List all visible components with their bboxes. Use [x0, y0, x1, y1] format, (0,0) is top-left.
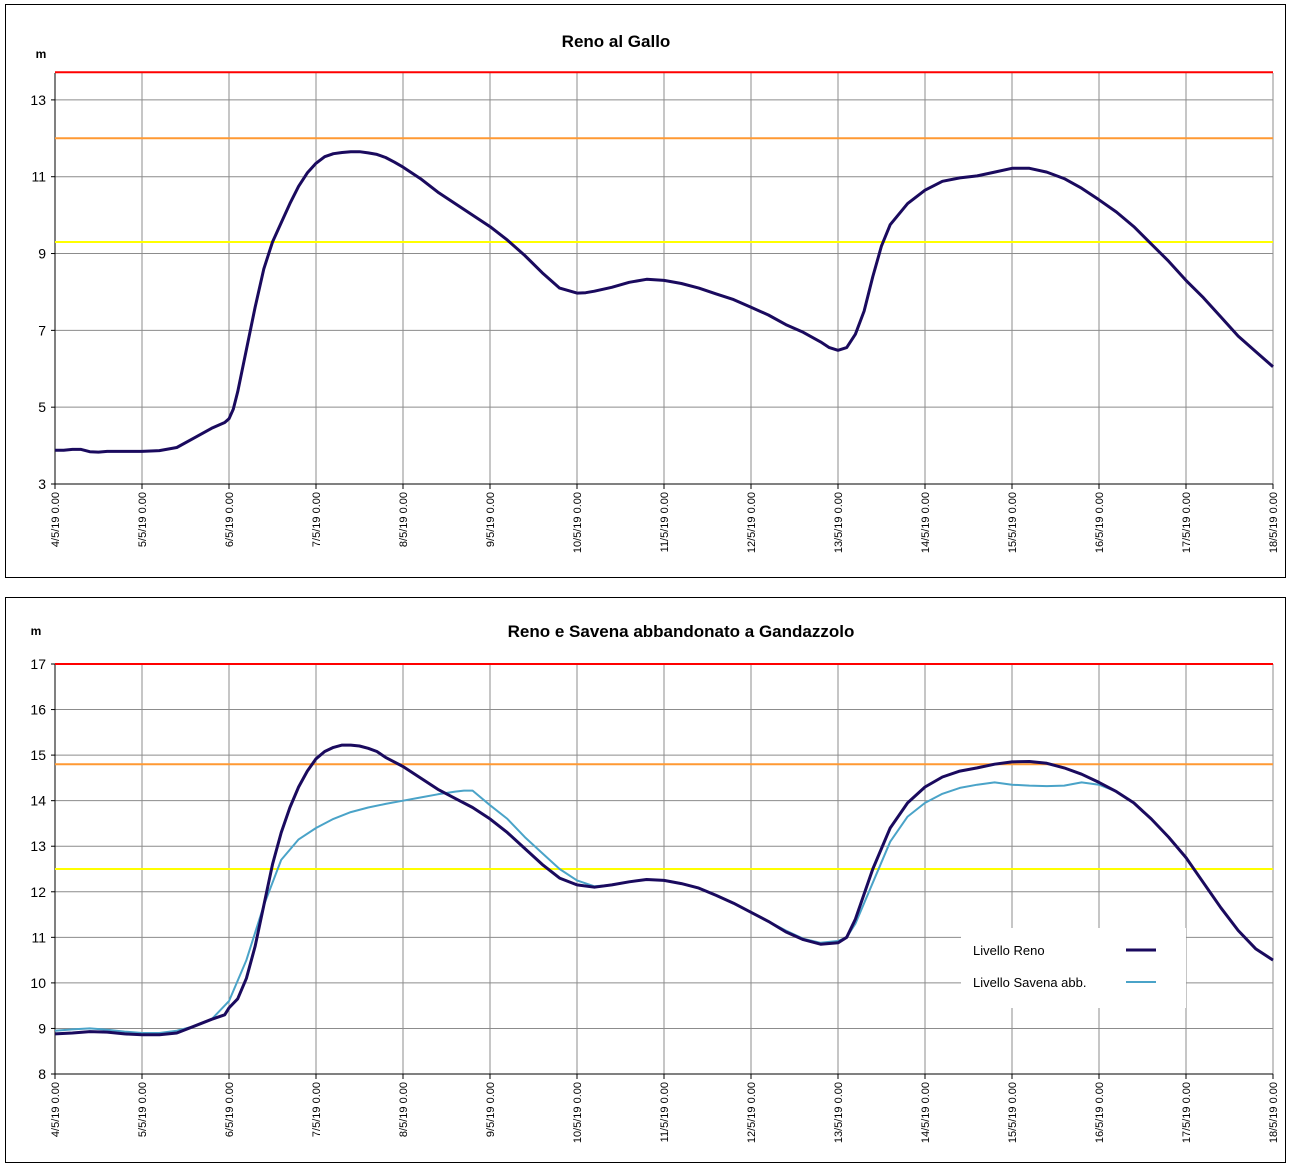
x-tick-label: 9/5/19 0.00: [485, 492, 497, 547]
x-tick-label: 8/5/19 0.00: [398, 492, 410, 547]
y-tick-label: 7: [38, 322, 46, 338]
x-tick-label: 16/5/19 0.00: [1094, 492, 1106, 553]
x-tick-label: 14/5/19 0.00: [920, 492, 932, 553]
chart-panel-gandazzolo: Reno e Savena abbandonato a Gandazzolo m…: [5, 597, 1286, 1163]
x-tick-label: 7/5/19 0.00: [311, 492, 323, 547]
x-tick-label: 12/5/19 0.00: [746, 1082, 758, 1143]
y-tick-label: 8: [38, 1066, 46, 1082]
x-tick-label: 14/5/19 0.00: [920, 1082, 932, 1143]
x-tick-label: 15/5/19 0.00: [1007, 1082, 1019, 1143]
y-tick-label: 13: [30, 838, 46, 854]
x-tick-label: 17/5/19 0.00: [1181, 1082, 1193, 1143]
y-tick-label: 14: [30, 793, 46, 809]
legend-box: [961, 928, 1186, 1008]
x-tick-label: 4/5/19 0.00: [50, 492, 62, 547]
chart-gandazzolo: Reno e Savena abbandonato a Gandazzolo m…: [30, 622, 1280, 1143]
x-tick-label: 10/5/19 0.00: [572, 492, 584, 553]
x-tick-label: 5/5/19 0.00: [137, 492, 149, 547]
chart-title: Reno e Savena abbandonato a Gandazzolo: [508, 622, 855, 641]
y-tick-label: 11: [31, 929, 46, 945]
x-tick-label: 5/5/19 0.00: [137, 1082, 149, 1137]
chart-panel-reno-al-gallo: Reno al Gallo m 3 5 7 9 11 13 4/5/19 0.00 5/5/1…: [5, 4, 1286, 578]
x-tick-label: 9/5/19 0.00: [485, 1082, 497, 1137]
x-tick-label: 15/5/19 0.00: [1007, 492, 1019, 553]
chart-reno-al-gallo: Reno al Gallo m 3 5 7 9 11 13 4/5/19 0.00 5/5/1…: [30, 32, 1280, 553]
x-tick-label: 4/5/19 0.00: [50, 1082, 62, 1137]
x-tick-label: 13/5/19 0.00: [833, 492, 845, 553]
y-tick-label: 13: [30, 92, 46, 108]
x-tick-label: 10/5/19 0.00: [572, 1082, 584, 1143]
x-tick-label: 6/5/19 0.00: [224, 492, 236, 547]
series-line: [55, 150, 1274, 454]
y-tick-label: 5: [38, 399, 46, 415]
y-tick-label: 10: [30, 975, 46, 991]
x-tick-label: 17/5/19 0.00: [1181, 492, 1193, 553]
y-tick-label: 17: [30, 656, 46, 672]
chart-title: Reno al Gallo: [562, 32, 671, 51]
legend-label: Livello Reno: [973, 943, 1045, 958]
legend-label: Livello Savena abb.: [973, 975, 1086, 990]
x-tick-label: 11/5/19 0.00: [659, 492, 671, 552]
y-tick-label: 11: [31, 169, 46, 185]
x-tick-label: 8/5/19 0.00: [398, 1082, 410, 1137]
x-tick-label: 16/5/19 0.00: [1094, 1082, 1106, 1143]
y-tick-label: 16: [30, 702, 46, 718]
x-tick-label: 11/5/19 0.00: [659, 1082, 671, 1142]
y-tick-label: 3: [38, 476, 46, 492]
series-line: [54, 743, 1274, 1037]
y-tick-label: 12: [30, 884, 46, 900]
x-tick-label: 18/5/19 0.00: [1268, 492, 1280, 553]
y-tick-label: 15: [30, 747, 46, 763]
y-axis-unit: m: [36, 47, 47, 61]
x-tick-label: 12/5/19 0.00: [746, 492, 758, 553]
y-tick-label: 9: [38, 246, 46, 262]
x-tick-label: 13/5/19 0.00: [833, 1082, 845, 1143]
x-tick-label: 6/5/19 0.00: [224, 1082, 236, 1137]
y-tick-label: 9: [38, 1020, 46, 1036]
y-axis-unit: m: [31, 624, 42, 638]
x-tick-label: 18/5/19 0.00: [1268, 1082, 1280, 1143]
x-tick-label: 7/5/19 0.00: [311, 1082, 323, 1137]
